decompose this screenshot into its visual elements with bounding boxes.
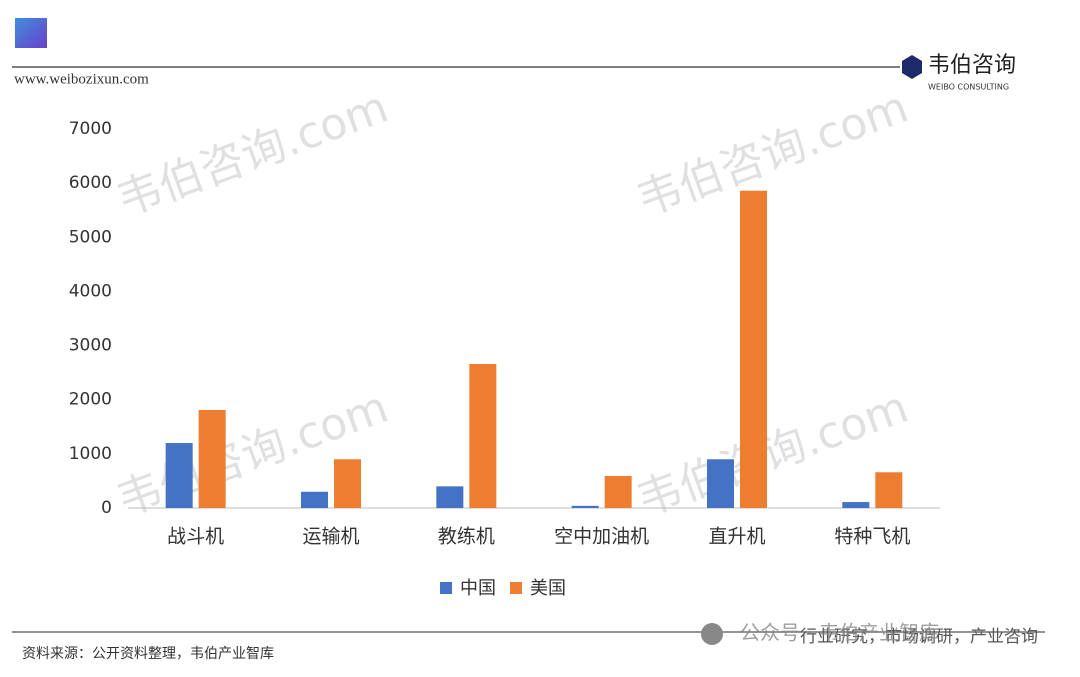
bar — [301, 491, 328, 508]
wechat: 公众号 · 韦伯产业智库 — [740, 621, 939, 645]
website: www.weibozixun.com — [14, 71, 149, 87]
bar — [436, 486, 464, 508]
x-tick-label: 直升机 — [708, 526, 765, 548]
watermark: 韦伯咨询.com — [630, 382, 914, 527]
bar — [875, 472, 903, 508]
logo-en: WEIBO CONSULTING — [928, 83, 1009, 92]
y-tick-label: 4000 — [69, 281, 112, 301]
y-tick-label: 6000 — [69, 173, 112, 193]
bar — [707, 459, 734, 508]
x-tick-label: 教练机 — [438, 526, 495, 548]
bar — [165, 443, 193, 508]
source: 资料来源：公开资料整理，韦伯产业智库 — [22, 646, 274, 662]
legend-label: 中国 — [460, 578, 496, 599]
x-tick-label: 战斗机 — [167, 526, 224, 548]
x-tick-label: 运输机 — [302, 526, 359, 548]
bar — [198, 410, 226, 508]
y-tick-label: 3000 — [69, 336, 112, 356]
tagline: 行业研究，市场调研，产业咨询 — [800, 627, 1038, 647]
header-icon — [15, 18, 47, 48]
y-tick-label: 7000 — [69, 119, 112, 139]
bar — [740, 190, 767, 509]
legend-label: 美国 — [530, 578, 566, 599]
y-tick-label: 5000 — [69, 227, 112, 247]
x-tick-label: 特种飞机 — [834, 526, 910, 548]
legend-swatch — [510, 582, 522, 594]
bar — [334, 459, 361, 508]
y-tick-label: 2000 — [69, 390, 112, 410]
x-tick-label: 空中加油机 — [554, 526, 649, 548]
bar — [571, 505, 599, 508]
y-tick-label: 0 — [101, 498, 112, 518]
plot: 0 1000 2000 3000 4000 5000 6000 7000 战斗机 运输机 教练机 空中… — [69, 119, 940, 599]
logo-cn: 韦伯咨询 — [928, 53, 1016, 78]
watermark: 韦伯咨询.com — [110, 82, 394, 227]
bar — [842, 502, 870, 508]
watermark: 韦伯咨询.com — [630, 82, 914, 227]
bar — [604, 476, 632, 508]
legend-swatch — [440, 582, 452, 594]
logo-mark — [902, 55, 922, 79]
y-tick-label: 1000 — [69, 444, 112, 464]
wechat-icon — [701, 623, 723, 645]
bar — [469, 363, 497, 508]
